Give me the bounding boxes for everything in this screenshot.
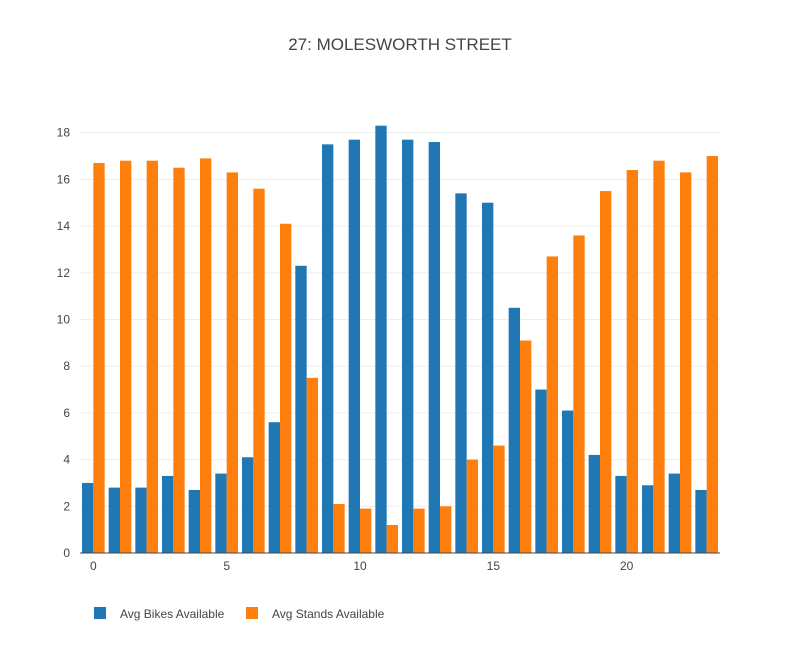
y-tick-label-14: 14 bbox=[57, 219, 71, 233]
bar-series0-x2 bbox=[135, 487, 147, 553]
bar-series0-x20 bbox=[615, 475, 627, 553]
bar-series0-x6 bbox=[242, 457, 254, 553]
bar-series1-x12 bbox=[413, 508, 425, 553]
bar-series0-x17 bbox=[535, 389, 547, 553]
bar-series1-x6 bbox=[253, 188, 265, 554]
bar-series0-x19 bbox=[588, 454, 600, 553]
chart-title: 27: MOLESWORTH STREET bbox=[288, 35, 512, 54]
legend-swatch-1 bbox=[246, 607, 258, 619]
x-tick-label-5: 5 bbox=[223, 559, 230, 573]
bar-series0-x12 bbox=[402, 139, 414, 554]
bar-series1-x18 bbox=[573, 235, 585, 553]
bar-series1-x5 bbox=[226, 172, 238, 553]
bar-series0-x4 bbox=[188, 489, 200, 553]
bar-series1-x20 bbox=[626, 170, 638, 554]
bar-series0-x15 bbox=[482, 202, 494, 553]
bar-series1-x17 bbox=[546, 256, 558, 553]
bar-series0-x11 bbox=[375, 125, 387, 553]
bar-series0-x7 bbox=[268, 422, 280, 553]
bar-series0-x9 bbox=[322, 144, 334, 553]
bar-series0-x14 bbox=[455, 193, 467, 553]
bar-series1-x2 bbox=[146, 160, 158, 553]
legend-swatch-0 bbox=[94, 607, 106, 619]
bar-series0-x22 bbox=[668, 473, 680, 553]
bar-series1-x9 bbox=[333, 503, 345, 553]
y-tick-label-4: 4 bbox=[63, 453, 70, 467]
bar-series0-x1 bbox=[108, 487, 120, 553]
bar-series0-x3 bbox=[162, 475, 174, 553]
legend-label-0: Avg Bikes Available bbox=[120, 607, 225, 621]
bar-series1-x3 bbox=[173, 167, 185, 553]
y-tick-label-8: 8 bbox=[63, 359, 70, 373]
bar-series0-x10 bbox=[348, 139, 360, 554]
bar-series0-x21 bbox=[642, 485, 654, 553]
y-tick-label-0: 0 bbox=[63, 546, 70, 560]
bar-series1-x21 bbox=[653, 160, 665, 553]
bar-series1-x16 bbox=[520, 340, 532, 553]
axes: 0 2 4 6 8 10 12 14 16 18 0 5 10 15 20 bbox=[57, 126, 720, 573]
x-tick-label-20: 20 bbox=[620, 559, 634, 573]
bar-series1-x7 bbox=[280, 223, 292, 553]
y-tick-label-2: 2 bbox=[63, 499, 70, 513]
x-tick-label-15: 15 bbox=[487, 559, 501, 573]
legend-label-1: Avg Stands Available bbox=[272, 607, 385, 621]
bar-series0-x23 bbox=[695, 489, 707, 553]
bar-series1-x19 bbox=[600, 191, 612, 553]
y-tick-label-18: 18 bbox=[57, 126, 71, 140]
bar-series1-x15 bbox=[493, 445, 505, 553]
bar-series1-x13 bbox=[440, 506, 452, 553]
y-tick-label-16: 16 bbox=[57, 172, 71, 186]
x-tick-label-0: 0 bbox=[90, 559, 97, 573]
bar-series0-x18 bbox=[562, 410, 574, 553]
legend: Avg Bikes Available Avg Stands Available bbox=[94, 607, 385, 621]
bar-series0-x13 bbox=[428, 142, 440, 553]
bar-series1-x23 bbox=[706, 156, 718, 553]
bars bbox=[82, 125, 718, 554]
bar-series1-x4 bbox=[200, 158, 212, 554]
bar-series1-x14 bbox=[466, 459, 478, 553]
bar-series1-x10 bbox=[360, 508, 372, 553]
bar-series1-x11 bbox=[386, 524, 398, 553]
gridlines bbox=[80, 132, 720, 507]
bar-series0-x8 bbox=[295, 265, 307, 553]
x-tick-label-10: 10 bbox=[353, 559, 367, 573]
bar-series0-x0 bbox=[82, 482, 94, 553]
bar-series1-x22 bbox=[680, 172, 692, 553]
y-tick-label-10: 10 bbox=[57, 312, 71, 326]
bar-series0-x5 bbox=[215, 473, 227, 553]
bar-series1-x1 bbox=[120, 160, 132, 553]
bar-series1-x8 bbox=[306, 377, 318, 553]
y-tick-label-6: 6 bbox=[63, 406, 70, 420]
bar-series1-x0 bbox=[93, 163, 105, 553]
y-tick-label-12: 12 bbox=[57, 266, 71, 280]
bar-series0-x16 bbox=[508, 307, 520, 553]
